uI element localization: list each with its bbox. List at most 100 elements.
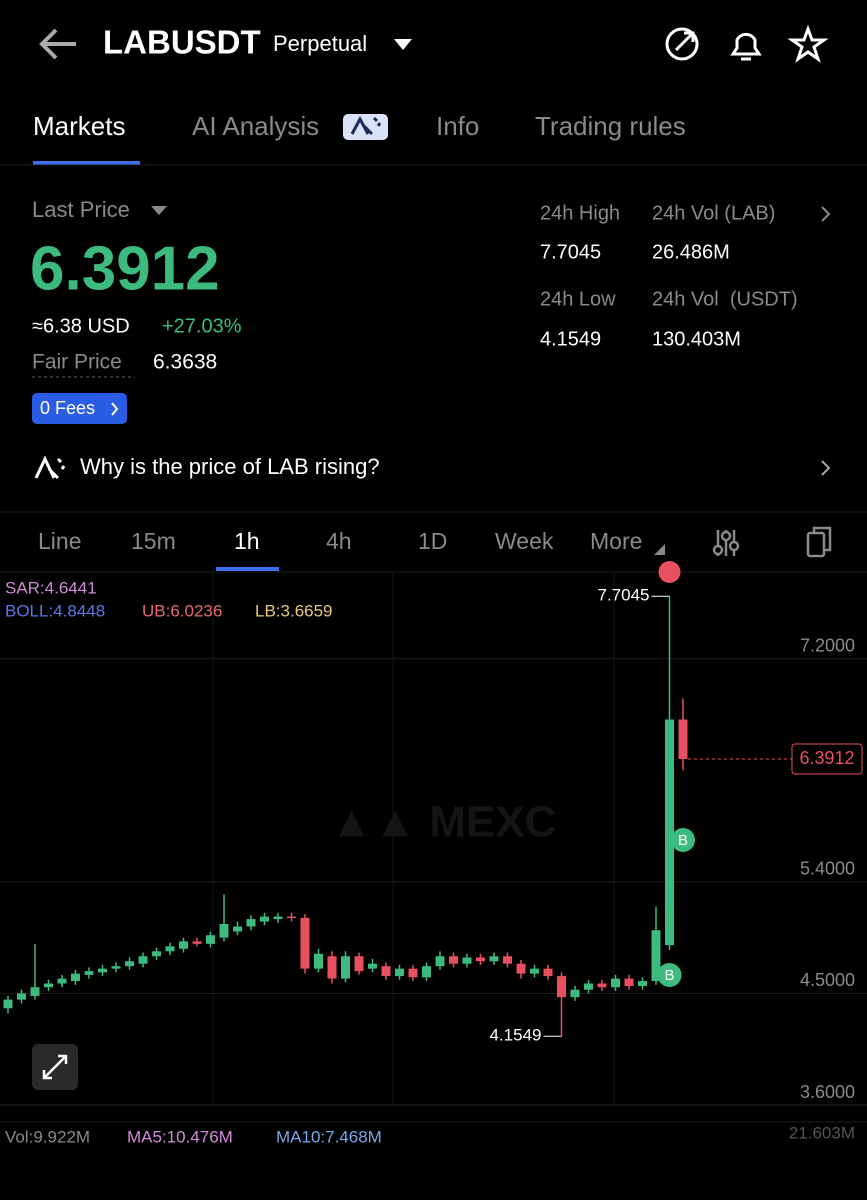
- volume-axis-max: 21.603M: [789, 1123, 855, 1142]
- candle-body: [273, 916, 283, 920]
- stat-label: 24h High: [540, 202, 620, 224]
- buy-marker: [657, 963, 682, 987]
- indicator-ub: UB:6.0236: [142, 601, 222, 620]
- candle-body: [287, 916, 296, 919]
- candle-body: [678, 719, 688, 760]
- candle-body: [165, 946, 175, 952]
- interval[interactable]: Line: [38, 528, 81, 554]
- fair-price-label[interactable]: Fair Price: [32, 351, 122, 374]
- ai-prompt[interactable]: Why is the price of LAB rising?: [80, 454, 380, 479]
- buy-marker-text: B: [664, 967, 674, 984]
- stat-value: 130.403M: [652, 328, 741, 350]
- interval[interactable]: 1D: [418, 528, 447, 554]
- candle-body: [503, 956, 512, 964]
- ai-badge-icon: [350, 115, 382, 136]
- tab[interactable]: Trading rules: [535, 111, 686, 141]
- interval[interactable]: 4h: [326, 528, 352, 554]
- indicator-boll: BOLL:4.8448: [5, 601, 105, 620]
- candle-body: [300, 917, 310, 969]
- share-icon[interactable]: [665, 27, 699, 61]
- alert-icon[interactable]: [730, 32, 762, 61]
- ai-icon: [34, 455, 66, 480]
- indicator-lb: LB:3.6659: [255, 601, 333, 620]
- stat-label: 24h Vol (LAB): [652, 202, 775, 224]
- tab[interactable]: Info: [436, 111, 479, 141]
- candle-body: [462, 957, 472, 964]
- fair-price: 6.3638: [153, 351, 217, 374]
- fees-pill[interactable]: [32, 393, 127, 424]
- price-tag-text: 6.3912: [799, 748, 854, 768]
- volume-ma10: MA10:7.468M: [276, 1127, 382, 1146]
- candle-body: [327, 956, 337, 979]
- caret: [151, 206, 167, 215]
- volume-label: Vol:9.922M: [5, 1127, 90, 1146]
- chevron[interactable]: [821, 460, 831, 476]
- last-price: 6.3912: [30, 234, 220, 303]
- y-tick-label: 4.5000: [800, 970, 855, 990]
- tab-underline: [33, 161, 140, 165]
- candle-body: [489, 956, 499, 962]
- candle-body: [71, 973, 80, 982]
- y-tick-label: 5.4000: [800, 859, 855, 879]
- candle-body: [584, 983, 593, 990]
- candle-body: [408, 968, 418, 978]
- price-change: +27.03%: [162, 315, 242, 337]
- candle-body: [152, 951, 161, 957]
- chevron[interactable]: [821, 206, 831, 222]
- interval[interactable]: Week: [495, 528, 554, 554]
- candle-body: [516, 963, 526, 974]
- candle-body: [435, 956, 445, 967]
- fees-text[interactable]: 0 Fees: [40, 398, 95, 418]
- candle-body: [449, 956, 458, 964]
- vertical-grid: [212, 572, 615, 1105]
- high-annotation: 7.7045: [598, 586, 650, 605]
- buy-marker-text: B: [678, 832, 688, 849]
- more-caret: [654, 544, 665, 555]
- candle-body: [395, 968, 404, 977]
- candle-body: [138, 956, 148, 964]
- candle-body: [530, 968, 539, 974]
- last-price-label[interactable]: Last Price: [32, 197, 130, 222]
- candle-body: [57, 978, 67, 984]
- candle-body: [422, 966, 431, 978]
- candle-body: [233, 926, 242, 932]
- candle-body: [557, 976, 566, 998]
- usd-price: ≈6.38 USD: [32, 315, 130, 337]
- buy-marker: [671, 828, 695, 852]
- y-tick-label: 7.2000: [800, 636, 855, 656]
- candle-body: [476, 957, 485, 962]
- candle-body: [624, 978, 634, 987]
- candle-body: [179, 941, 188, 949]
- stat-label: 24h Low: [540, 288, 616, 310]
- tab[interactable]: AI Analysis: [192, 111, 319, 141]
- candle-body: [597, 983, 607, 988]
- candle-body: [314, 953, 323, 969]
- candle-body: [192, 941, 202, 944]
- indicator-sar: SAR:4.6441: [5, 578, 97, 597]
- candle-body: [44, 983, 53, 988]
- candle-body: [98, 968, 107, 973]
- price-tag: [791, 743, 863, 775]
- back-button[interactable]: [39, 28, 76, 60]
- stat-value: 7.7045: [540, 241, 601, 263]
- candle-body: [246, 919, 256, 927]
- dropdown-caret[interactable]: [394, 39, 412, 50]
- contract-type[interactable]: Perpetual: [273, 31, 367, 56]
- interval-active[interactable]: 1h: [234, 528, 260, 554]
- favorite-icon[interactable]: [787, 24, 829, 63]
- layout-icon[interactable]: [806, 526, 832, 558]
- candle-body: [219, 924, 229, 938]
- candle-body: [30, 987, 40, 996]
- tab-active[interactable]: Markets: [33, 111, 125, 141]
- candle-body: [341, 956, 350, 979]
- interval[interactable]: More: [590, 528, 642, 554]
- candle-body: [111, 966, 121, 969]
- stat-label: 24h Vol (USDT): [652, 288, 798, 310]
- interval[interactable]: 15m: [131, 528, 176, 554]
- expand-button[interactable]: [32, 1044, 78, 1090]
- y-tick-label: 3.6000: [800, 1082, 855, 1102]
- candle-body: [368, 963, 377, 969]
- stat-value: 4.1549: [540, 328, 601, 350]
- indicator-settings-icon[interactable]: [712, 530, 740, 556]
